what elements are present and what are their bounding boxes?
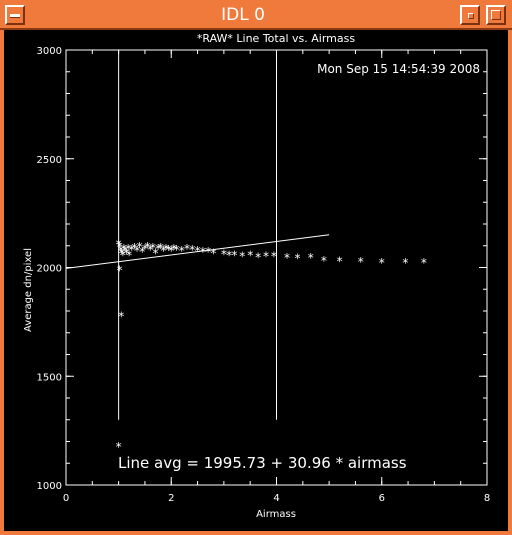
chart-axes: 0 2 4 6 8 1000 1500 2000 2500 3000 — [37, 46, 491, 504]
data-point: * — [174, 243, 180, 257]
data-point: * — [116, 238, 122, 252]
data-point: * — [126, 248, 132, 262]
data-point: * — [402, 256, 408, 270]
data-point: * — [158, 241, 164, 255]
data-point: * — [221, 247, 227, 261]
data-point: * — [239, 250, 245, 264]
data-point: * — [118, 309, 124, 323]
data-point: * — [321, 254, 327, 268]
data-point: * — [142, 242, 148, 256]
y-tick-label: 2000 — [37, 264, 62, 275]
data-point: * — [284, 251, 290, 265]
chart-marks: ******************************* * * * * * * * * *… — [65, 50, 427, 454]
data-point: * — [179, 244, 185, 258]
data-point: * — [337, 255, 343, 269]
data-point: * — [137, 240, 143, 254]
x-tick-label: 8 — [484, 493, 490, 504]
minimize-button[interactable] — [460, 5, 480, 25]
maximize-button[interactable] — [486, 5, 506, 25]
y-axis-label: Average dn/pixel — [23, 248, 34, 332]
y-tick-label: 3000 — [37, 46, 62, 57]
chart-title: *RAW* Line Total vs. Airmass — [197, 32, 355, 45]
data-point: * — [166, 243, 172, 257]
data-point: * — [200, 245, 206, 259]
data-point: * — [247, 248, 253, 262]
data-point: * — [139, 245, 145, 259]
data-point: * — [255, 251, 261, 265]
chart-timestamp: Mon Sep 15 14:54:39 2008 — [317, 62, 480, 76]
x-tick-label: 4 — [273, 493, 279, 504]
window-frame-bottom[interactable] — [0, 531, 512, 535]
window-frame-right[interactable] — [508, 30, 512, 535]
data-point: * — [195, 244, 201, 258]
data-point: * — [147, 243, 153, 257]
window-frame-left[interactable] — [0, 30, 4, 535]
data-point: * — [124, 246, 130, 260]
y-tick-label: 1500 — [37, 372, 62, 383]
data-point: * — [145, 240, 151, 254]
data-point: * — [263, 250, 269, 264]
data-point: * — [131, 241, 137, 255]
data-point: * — [129, 243, 135, 257]
x-tick-label: 6 — [379, 493, 385, 504]
data-point: * — [122, 244, 128, 258]
data-point: * — [163, 242, 169, 256]
title-bar[interactable]: IDL 0 — [0, 0, 512, 30]
data-point: * — [189, 243, 195, 257]
data-point: * — [210, 246, 216, 260]
window-title: IDL 0 — [221, 5, 265, 25]
data-point: * — [231, 248, 237, 262]
data-point: * — [295, 252, 301, 266]
minimize-icon — [468, 13, 474, 19]
data-point: * — [421, 256, 427, 270]
y-tick-label: 2500 — [37, 155, 62, 166]
fit-line — [65, 234, 330, 269]
data-point: * — [308, 251, 314, 265]
data-point: * — [160, 244, 166, 258]
data-point: * — [134, 244, 140, 258]
data-point: * — [205, 245, 211, 259]
data-point: * — [117, 240, 123, 254]
data-point: * — [171, 242, 177, 256]
x-tick-label: 2 — [168, 493, 174, 504]
x-axis-label: Airmass — [256, 509, 296, 520]
data-point: * — [121, 242, 127, 256]
x-tick-label: 0 — [63, 493, 69, 504]
data-point: * — [150, 241, 156, 255]
data-point: * — [168, 244, 174, 258]
data-point: * — [118, 244, 124, 258]
data-point: * — [117, 264, 123, 278]
data-point: * — [184, 242, 190, 256]
data-point: * — [116, 440, 122, 454]
data-point: * — [271, 250, 277, 264]
y-tick-label: 1000 — [37, 481, 62, 492]
data-point: * — [358, 255, 364, 269]
data-point: * — [379, 256, 385, 270]
data-point: * — [125, 242, 131, 256]
menu-bar-icon — [10, 14, 20, 18]
data-point: * — [155, 242, 161, 256]
data-point: * — [119, 246, 125, 260]
maximize-icon — [491, 10, 501, 20]
data-point: * — [226, 248, 232, 262]
data-point: * — [152, 246, 158, 260]
data-point: * — [120, 248, 126, 262]
fit-equation-label: Line avg = 1995.73 + 30.96 * airmass — [118, 454, 407, 472]
window-menu-button[interactable] — [5, 5, 25, 25]
